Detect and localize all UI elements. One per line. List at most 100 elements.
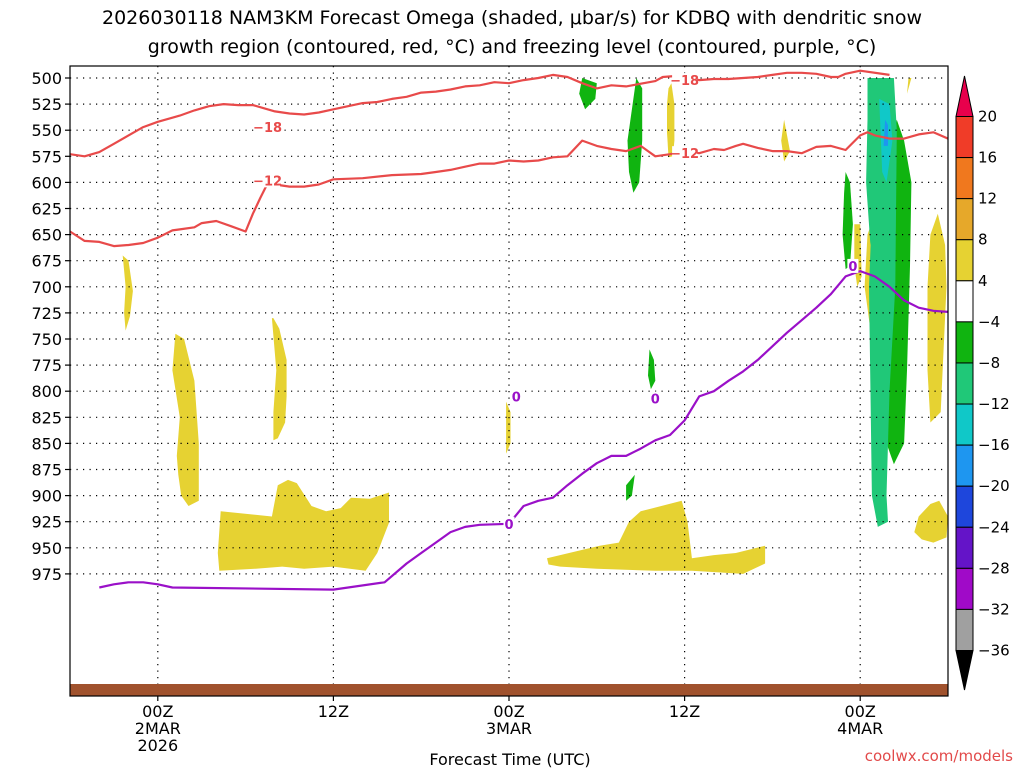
omega-shading bbox=[122, 78, 948, 574]
contour-label-bg-6 bbox=[847, 258, 859, 273]
x-tick-label-0-1: 2MAR bbox=[135, 719, 181, 738]
colorbar-segment-6 bbox=[955, 362, 974, 405]
y-tick-label-800: 800 bbox=[31, 382, 62, 401]
x-tick-label-12-0: 12Z bbox=[318, 702, 349, 721]
chart-subtitle: growth region (contoured, red, °C) and f… bbox=[148, 36, 877, 58]
y-tick-label-550: 550 bbox=[31, 121, 62, 140]
y-tick-label-600: 600 bbox=[31, 173, 62, 192]
contour-label-bg-3 bbox=[672, 146, 698, 161]
colorbar-label-5: −4 bbox=[978, 313, 1000, 331]
omega-region-5 bbox=[547, 500, 766, 574]
colorbar-label-7: −12 bbox=[978, 395, 1010, 413]
y-tick-label-850: 850 bbox=[31, 434, 62, 453]
chart-title: 2026030118 NAM3KM Forecast Omega (shaded… bbox=[102, 7, 922, 29]
colorbar-bottom-arrow bbox=[955, 650, 974, 691]
contour-label-bg-2 bbox=[255, 173, 281, 188]
contour-label-bg-4 bbox=[510, 389, 522, 404]
contour-label-bg-5 bbox=[649, 391, 661, 406]
y-tick-label-900: 900 bbox=[31, 487, 62, 506]
omega-region-10 bbox=[914, 500, 948, 543]
y-tick-label-825: 825 bbox=[31, 408, 62, 427]
omega-region-9 bbox=[907, 78, 912, 94]
credit-link[interactable]: coolwx.com/models bbox=[865, 747, 1013, 765]
colorbar-segment-12 bbox=[955, 608, 974, 652]
y-tick-label-750: 750 bbox=[31, 330, 62, 349]
contour-label-bg-1 bbox=[672, 73, 698, 88]
colorbar-segment-0 bbox=[955, 116, 974, 159]
x-tick-label-0-0: 00Z bbox=[142, 702, 173, 721]
colorbar-label-4: 4 bbox=[978, 272, 988, 290]
contour-label-6: 0 bbox=[848, 260, 857, 275]
colorbar-label-9: −20 bbox=[978, 477, 1010, 495]
contour-label-3: −12 bbox=[670, 147, 699, 162]
contour-label-7: 0 bbox=[504, 518, 513, 533]
contour-label-4: 0 bbox=[512, 390, 521, 405]
y-tick-label-700: 700 bbox=[31, 278, 62, 297]
colorbar-segment-9 bbox=[955, 485, 974, 528]
omega-region-22 bbox=[883, 119, 888, 146]
contour-label-1: −18 bbox=[670, 74, 699, 89]
omega-region-6 bbox=[667, 83, 675, 158]
omega-region-3 bbox=[217, 479, 389, 571]
contour-label-bg-0 bbox=[255, 120, 281, 135]
x-axis-label: Forecast Time (UTC) bbox=[429, 750, 590, 768]
colorbar-label-6: −8 bbox=[978, 354, 1000, 372]
omega-region-12 bbox=[927, 213, 947, 423]
y-tick-label-875: 875 bbox=[31, 461, 62, 480]
omega-region-17 bbox=[842, 172, 853, 270]
pressure-axis: 500 525 550 575 600 625 650 675 700 725 750 775 800 8… bbox=[31, 69, 70, 584]
ground-terrain bbox=[70, 684, 948, 696]
dotted-grid bbox=[70, 66, 948, 696]
temperature-contours bbox=[70, 69, 948, 591]
y-tick-label-775: 775 bbox=[31, 356, 62, 375]
colorbar-top-arrow bbox=[955, 75, 974, 117]
colorbar-segment-1 bbox=[955, 157, 974, 200]
colorbar-segment-7 bbox=[955, 403, 974, 446]
x-tick-label-48-0: 00Z bbox=[845, 702, 876, 721]
colorbar-label-0: 20 bbox=[978, 108, 997, 126]
x-tick-label-48-1: 4MAR bbox=[837, 719, 883, 738]
y-tick-label-950: 950 bbox=[31, 539, 62, 558]
omega-region-20 bbox=[869, 78, 897, 527]
colorbar-label-11: −28 bbox=[978, 559, 1010, 577]
colorbar-segment-3 bbox=[955, 239, 974, 282]
y-tick-label-975: 975 bbox=[31, 565, 62, 584]
x-tick-label-24-1: 3MAR bbox=[486, 719, 532, 738]
x-tick-label-36-0: 12Z bbox=[669, 702, 700, 721]
colorbar-label-8: −16 bbox=[978, 436, 1010, 454]
omega-region-4 bbox=[506, 401, 511, 454]
contour-line-0 bbox=[70, 69, 890, 158]
y-tick-label-625: 625 bbox=[31, 200, 62, 219]
colorbar-segment-2 bbox=[955, 198, 974, 241]
omega-region-2 bbox=[271, 318, 287, 441]
colorbar-segment-5 bbox=[955, 321, 974, 364]
contour-labels: −18 −18 −12 −12 0 0 0 0 bbox=[253, 73, 859, 533]
contour-line-2 bbox=[99, 270, 948, 591]
colorbar-segment-10 bbox=[955, 526, 974, 569]
y-tick-label-675: 675 bbox=[31, 252, 62, 271]
y-tick-label-650: 650 bbox=[31, 226, 62, 245]
omega-region-15 bbox=[626, 474, 635, 501]
y-tick-label-575: 575 bbox=[31, 147, 62, 166]
colorbar-label-12: −32 bbox=[978, 600, 1010, 618]
contour-label-0: −18 bbox=[253, 121, 282, 136]
colorbar-label-3: 8 bbox=[978, 231, 988, 249]
x-tick-label-24-0: 00Z bbox=[493, 702, 524, 721]
contour-label-5: 0 bbox=[651, 393, 660, 408]
y-tick-label-500: 500 bbox=[31, 69, 62, 88]
omega-region-16 bbox=[648, 349, 656, 390]
y-tick-label-725: 725 bbox=[31, 304, 62, 323]
contour-label-bg-7 bbox=[503, 516, 515, 531]
colorbar-label-10: −24 bbox=[978, 518, 1010, 536]
y-tick-label-925: 925 bbox=[31, 513, 62, 532]
contour-label-2: −12 bbox=[253, 174, 282, 189]
contour-line-1 bbox=[70, 131, 948, 248]
omega-region-13 bbox=[627, 78, 643, 193]
colorbar-label-2: 12 bbox=[978, 190, 997, 208]
colorbar-segment-11 bbox=[955, 567, 974, 610]
colorbar-segment-8 bbox=[955, 444, 974, 487]
colorbar-segment-4 bbox=[955, 280, 974, 323]
omega-region-7 bbox=[781, 119, 790, 162]
